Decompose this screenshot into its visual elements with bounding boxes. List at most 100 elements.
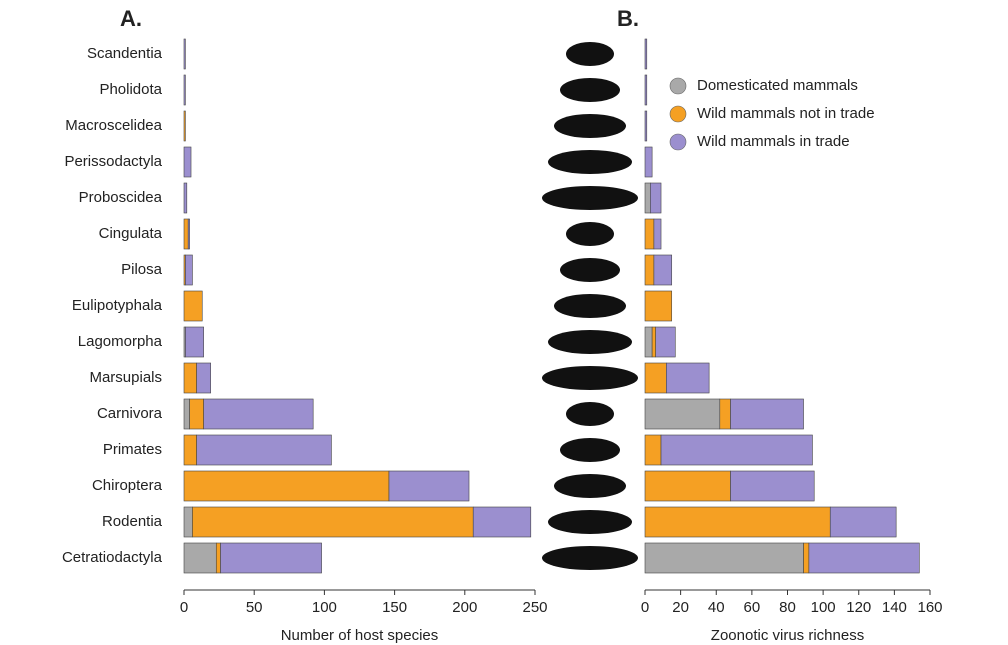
bar-segment xyxy=(184,75,185,105)
bar-segment xyxy=(645,219,654,249)
category-label: Macroscelidea xyxy=(65,117,162,134)
bar-segment xyxy=(184,543,216,573)
bar-segment xyxy=(185,255,192,285)
bar-segment xyxy=(184,147,191,177)
bar-segment xyxy=(184,363,197,393)
bar-segment xyxy=(645,435,661,465)
bar-segment xyxy=(720,399,731,429)
category-label: Chiroptera xyxy=(92,477,163,494)
bar-segment xyxy=(192,507,473,537)
bar-segment xyxy=(389,471,469,501)
bar-segment xyxy=(184,183,187,213)
bar-segment xyxy=(184,471,389,501)
bar-segment xyxy=(197,363,211,393)
legend-swatch xyxy=(670,106,686,122)
animal-silhouette xyxy=(560,78,620,102)
x-tick-label: 50 xyxy=(246,599,263,616)
category-label: Marsupials xyxy=(89,369,162,386)
bar-segment xyxy=(184,39,185,69)
bar-segment xyxy=(197,435,332,465)
animal-silhouette xyxy=(542,546,638,570)
bar-segment xyxy=(645,399,720,429)
bar-segment xyxy=(650,183,661,213)
legend-label: Domesticated mammals xyxy=(697,77,858,94)
animal-silhouette xyxy=(566,42,614,66)
category-label: Cingulata xyxy=(99,225,163,242)
panel-label: B. xyxy=(617,6,639,31)
bar-segment xyxy=(645,327,652,357)
legend-swatch xyxy=(670,78,686,94)
animal-silhouette xyxy=(566,402,614,426)
animal-silhouette xyxy=(554,474,626,498)
animal-silhouette xyxy=(560,438,620,462)
category-label: Perissodactyla xyxy=(64,153,162,170)
bar-segment xyxy=(645,147,652,177)
x-tick-label: 20 xyxy=(672,599,689,616)
animal-silhouette xyxy=(548,330,632,354)
bar-segment xyxy=(666,363,709,393)
bar-segment xyxy=(645,507,830,537)
x-tick-label: 0 xyxy=(180,599,188,616)
bar-segment xyxy=(645,183,650,213)
category-label: Pilosa xyxy=(121,261,163,278)
bar-segment xyxy=(656,327,676,357)
bar-segment xyxy=(184,399,190,429)
bar-segment xyxy=(188,219,189,249)
legend-label: Wild mammals in trade xyxy=(697,133,850,150)
bar-segment xyxy=(185,327,203,357)
x-tick-label: 60 xyxy=(744,599,761,616)
bar-segment xyxy=(652,327,656,357)
x-tick-label: 160 xyxy=(917,599,942,616)
bar-segment xyxy=(645,543,804,573)
animal-silhouette xyxy=(548,150,632,174)
bar-segment xyxy=(645,39,647,69)
x-tick-label: 140 xyxy=(882,599,907,616)
category-label: Scandentia xyxy=(87,45,163,62)
animal-silhouette xyxy=(554,114,626,138)
category-label: Eulipotyphala xyxy=(72,297,163,314)
x-tick-label: 120 xyxy=(846,599,871,616)
category-label: Primates xyxy=(103,441,162,458)
bar-segment xyxy=(809,543,919,573)
bar-segment xyxy=(184,507,192,537)
bar-segment xyxy=(221,543,322,573)
animal-silhouette xyxy=(548,510,632,534)
bar-segment xyxy=(731,399,804,429)
bar-segment xyxy=(473,507,531,537)
x-tick-label: 150 xyxy=(382,599,407,616)
x-tick-label: 200 xyxy=(452,599,477,616)
x-axis-label: Number of host species xyxy=(281,627,439,644)
animal-silhouette xyxy=(560,258,620,282)
bar-segment xyxy=(645,255,654,285)
bar-segment xyxy=(645,111,647,141)
category-label: Rodentia xyxy=(102,513,163,530)
bar-segment xyxy=(661,435,812,465)
animal-silhouette xyxy=(542,366,638,390)
bar-segment xyxy=(645,291,672,321)
bar-segment xyxy=(184,111,185,141)
x-tick-label: 100 xyxy=(312,599,337,616)
bar-segment xyxy=(731,471,815,501)
legend-label: Wild mammals not in trade xyxy=(697,105,875,122)
bar-segment xyxy=(184,291,202,321)
x-tick-label: 80 xyxy=(779,599,796,616)
bar-segment xyxy=(184,219,188,249)
category-label: Pholidota xyxy=(99,81,162,98)
x-tick-label: 250 xyxy=(522,599,547,616)
x-tick-label: 0 xyxy=(641,599,649,616)
legend-swatch xyxy=(670,134,686,150)
bar-segment xyxy=(645,471,731,501)
bar-segment xyxy=(654,219,661,249)
panel-label: A. xyxy=(120,6,142,31)
bar-segment xyxy=(804,543,809,573)
category-label: Lagomorpha xyxy=(78,333,163,350)
chart: Scandentia Pholidota Macroscelidea Perissod… xyxy=(0,0,1008,645)
x-tick-label: 40 xyxy=(708,599,725,616)
category-label: Proboscidea xyxy=(79,189,163,206)
x-axis-label: Zoonotic virus richness xyxy=(711,627,864,644)
bar-segment xyxy=(645,363,666,393)
x-tick-label: 100 xyxy=(811,599,836,616)
bar-segment xyxy=(654,255,672,285)
bar-segment xyxy=(216,543,220,573)
animal-silhouette xyxy=(566,222,614,246)
